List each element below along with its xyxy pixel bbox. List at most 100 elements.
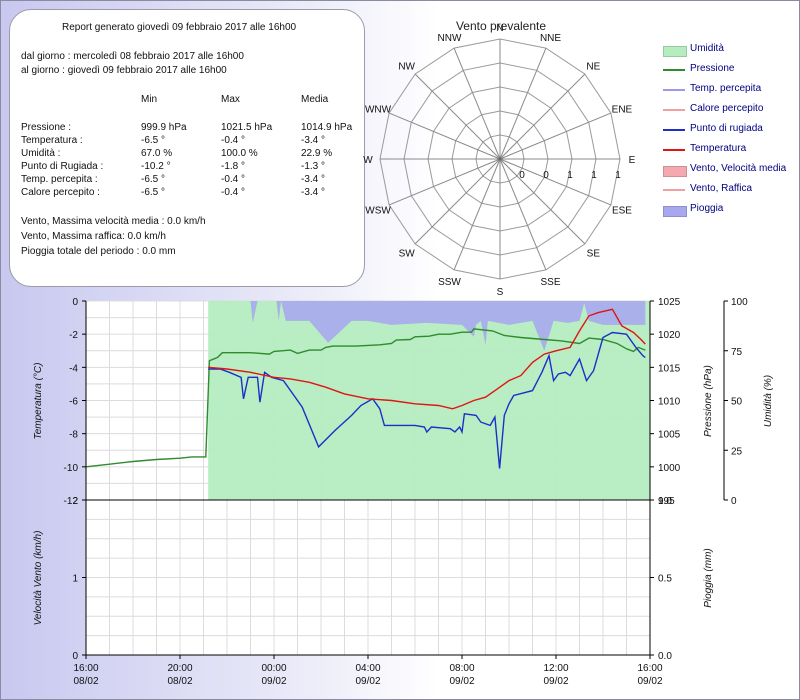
wind-rose-spoke: [499, 47, 547, 160]
row-label: Umidità :: [21, 148, 61, 159]
y-axis-title-humidity: Umidità (%): [763, 375, 774, 427]
legend-item: Vento, Velocità media: [663, 163, 799, 177]
wind-direction-label: NNW: [438, 33, 462, 44]
wind-direction-label: WNW: [365, 104, 392, 115]
x-tick-label-time: 00:00: [261, 663, 286, 674]
y-tick-label-wind: 0: [72, 651, 78, 662]
legend-item: Pioggia: [663, 203, 799, 217]
wind-rose-ring-label: 1: [615, 170, 621, 181]
row-label: Temp. percepita :: [21, 174, 98, 185]
legend-item: Calore percepito: [663, 103, 799, 117]
row-avg: -3.4 °: [301, 135, 326, 146]
x-tick-label-date: 09/02: [449, 676, 474, 687]
y-tick-label-wind: 1: [72, 574, 78, 585]
row-avg: -3.4 °: [301, 174, 326, 185]
wind-rose-spoke: [499, 158, 547, 271]
row-max: -0.4 °: [221, 187, 246, 198]
y-tick-label-humidity: 100: [731, 297, 748, 308]
row-max: -1.8 °: [221, 161, 246, 172]
x-tick-label-date: 09/02: [637, 676, 662, 687]
wind-direction-label: SSW: [438, 277, 461, 288]
row-min: 67.0 %: [141, 148, 173, 159]
y-tick-label-pressure: 1025: [658, 297, 681, 308]
wind-rose-title: Vento prevalente: [455, 19, 547, 33]
row-avg: -1.3 °: [301, 161, 326, 172]
series-line: [208, 308, 646, 410]
wind-direction-label: NE: [586, 62, 600, 73]
header-min: Min: [141, 94, 158, 105]
wind-max-avg: Vento, Massima velocità media : 0.0 km/h: [21, 216, 206, 227]
legend-label: Temp. percepita: [690, 83, 762, 94]
wind-direction-label: S: [497, 287, 504, 298]
row-min: -6.5 °: [141, 187, 166, 198]
legend-swatch: [663, 129, 685, 131]
y-tick-label-temperature: -2: [69, 330, 78, 341]
wind-direction-label: W: [363, 155, 373, 166]
row-min: 999.9 hPa: [141, 122, 187, 133]
y-tick-label-temperature: -6: [69, 397, 78, 408]
report-to-date: al giorno : giovedì 09 febbraio 2017 all…: [21, 65, 227, 76]
legend-label: Umidità: [690, 43, 724, 54]
legend-label: Calore percepito: [690, 103, 764, 114]
legend-label: Pioggia: [690, 203, 724, 214]
x-tick-label-date: 08/02: [73, 676, 98, 687]
legend-swatch: [663, 189, 685, 191]
header-max: Max: [221, 94, 240, 105]
y-axis-title-rain: Pioggia (mm): [703, 548, 714, 607]
legend-item: Umidità: [663, 43, 799, 57]
y-tick-label-pressure: 1010: [658, 397, 681, 408]
wind-direction-label: SE: [587, 248, 601, 259]
y-tick-label-temperature: -12: [64, 496, 79, 507]
wind-rose-center: [498, 157, 502, 161]
row-label: Calore percepito :: [21, 187, 100, 198]
x-tick-label-time: 20:00: [167, 663, 192, 674]
wind-rose-spoke: [453, 158, 501, 271]
row-min: -6.5 °: [141, 174, 166, 185]
legend-label: Vento, Velocità media: [690, 163, 787, 174]
wind-direction-label: ENE: [612, 104, 633, 115]
wind-rose-spoke: [499, 158, 586, 245]
y-tick-label-humidity: 75: [731, 347, 743, 358]
x-tick-label-date: 09/02: [355, 676, 380, 687]
wind-rose-ring-label: 0: [543, 170, 549, 181]
row-label: Temperatura :: [21, 135, 83, 146]
wind-rose-spoke: [453, 47, 501, 160]
row-avg: 22.9 %: [301, 148, 333, 159]
wind-rose-ring-label: 1: [567, 170, 573, 181]
wind-direction-label: SW: [399, 248, 416, 259]
y-tick-label-wind: 2: [72, 496, 78, 507]
wind-rose-spoke: [414, 158, 501, 245]
row-label: Punto di Rugiada :: [21, 161, 104, 172]
wind-rose-spoke: [499, 158, 612, 206]
legend-label: Temperatura: [690, 143, 747, 154]
legend-swatch: [663, 149, 685, 151]
row-max: -0.4 °: [221, 174, 246, 185]
wind-direction-label: NNE: [540, 33, 561, 44]
y-tick-label-rain: 0.0: [658, 651, 672, 662]
report-title: Report generato giovedì 09 febbraio 2017…: [62, 22, 297, 33]
y-tick-label-rain: 0.5: [658, 574, 672, 585]
y-tick-label-pressure: 1015: [658, 363, 681, 374]
legend-label: Vento, Raffica: [690, 183, 753, 194]
y-axis-title-pressure: Pressione (hPa): [703, 365, 714, 437]
legend-item: Punto di rugiada: [663, 123, 799, 137]
y-tick-label-temperature: -10: [64, 463, 79, 474]
report-summary-panel: Report generato giovedì 09 febbraio 2017…: [9, 9, 365, 287]
x-tick-label-date: 08/02: [167, 676, 192, 687]
row-min: -6.5 °: [141, 135, 166, 146]
x-tick-label-time: 12:00: [543, 663, 568, 674]
report-from-date: dal giorno : mercoledì 08 febbraio 2017 …: [21, 51, 244, 62]
wind-rose-spoke: [414, 73, 501, 160]
legend-swatch: [663, 166, 687, 177]
wind-rose-spoke: [499, 73, 586, 160]
row-label: Pressione :: [21, 122, 72, 133]
wind-direction-label: WSW: [365, 206, 391, 217]
y-tick-label-temperature: -4: [69, 363, 78, 374]
legend-item: Pressione: [663, 63, 799, 77]
series-area-pioggia: [208, 301, 646, 351]
series-area-umidita: [208, 301, 650, 500]
y-axis-title-temperature: Temperatura (°C): [33, 363, 44, 440]
wind-direction-label: E: [629, 155, 636, 166]
wind-max-gust: Vento, Massima raffica: 0.0 km/h: [21, 231, 166, 242]
